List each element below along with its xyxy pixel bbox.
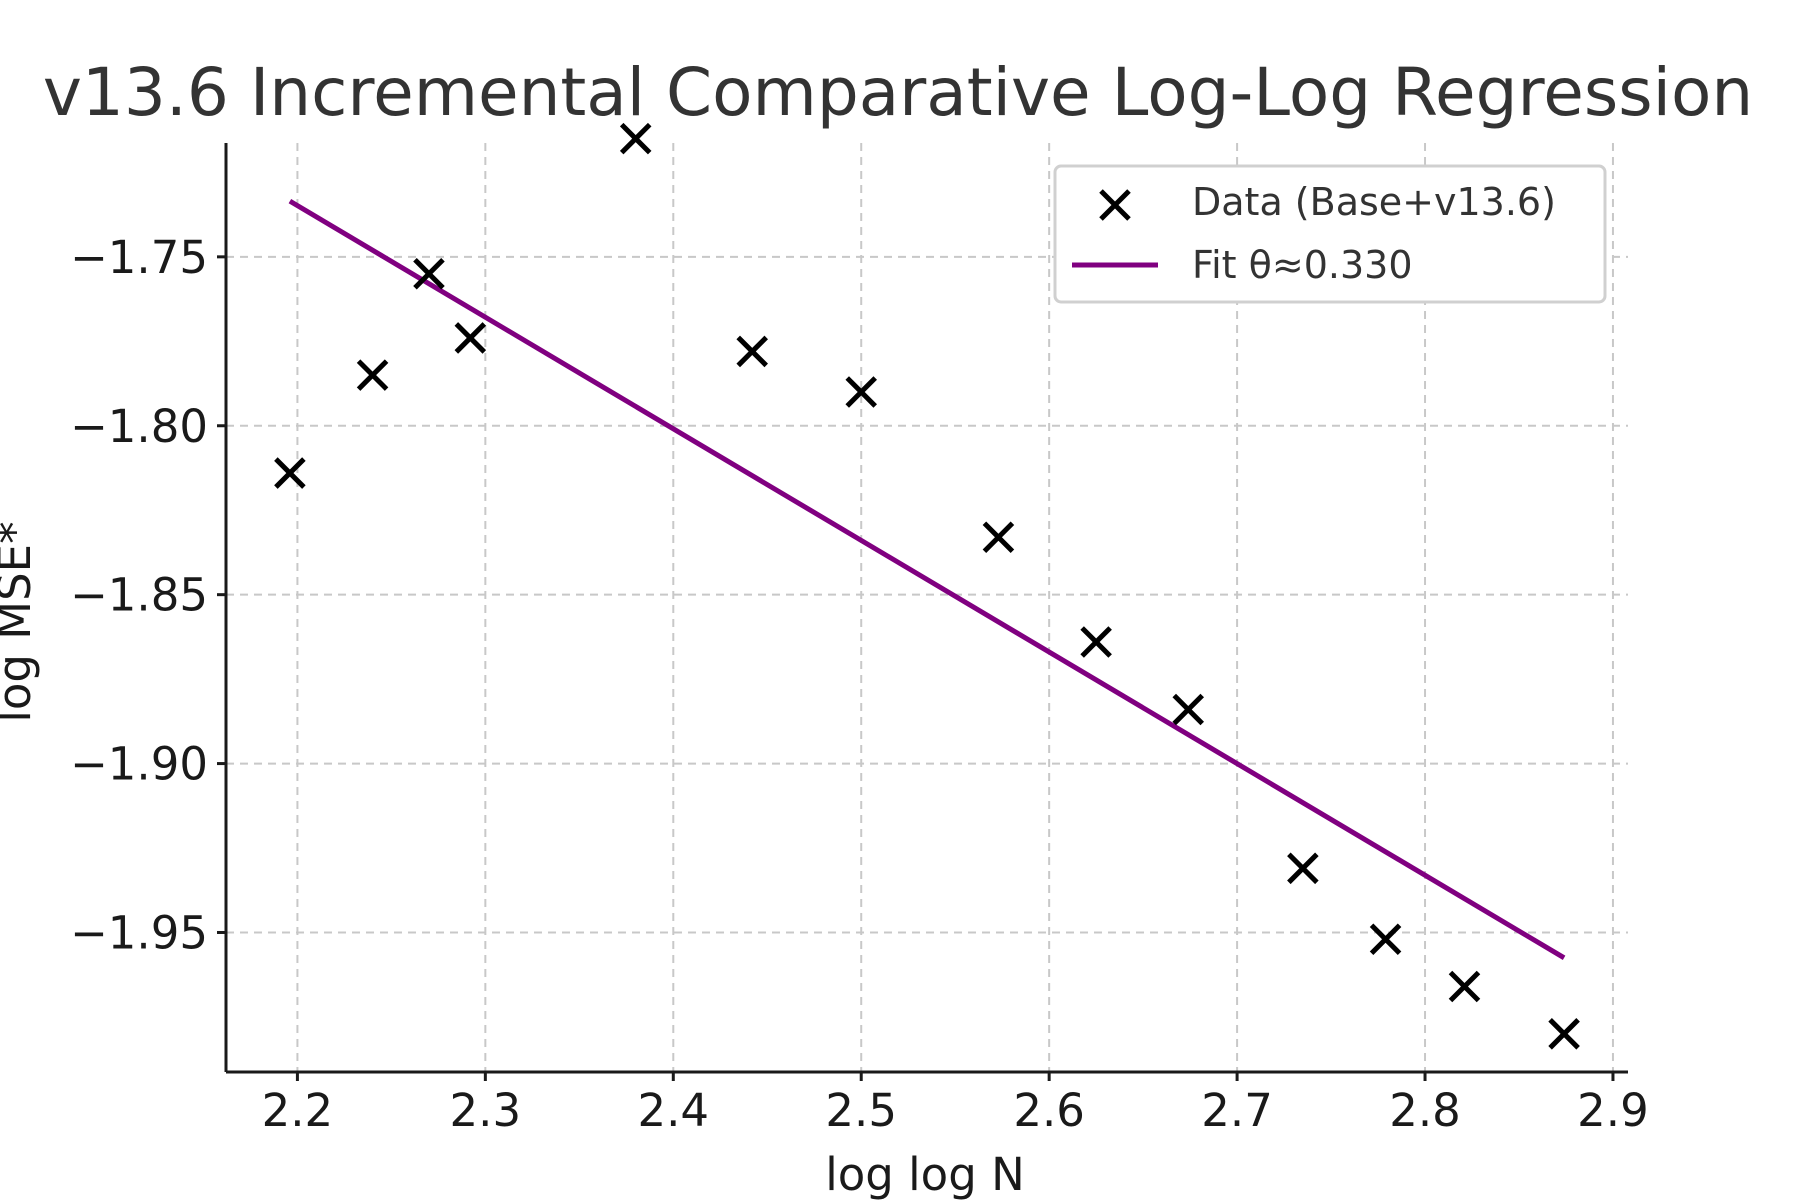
fit-line: [288, 198, 1566, 960]
data-point-7: [982, 521, 1015, 554]
x-tick-label-1: 2.3: [450, 1084, 522, 1137]
data-point-6: [845, 376, 877, 408]
legend-label-data: Data (Base+v13.6): [1192, 180, 1556, 224]
x-tick-label-6: 2.8: [1389, 1084, 1461, 1137]
data-point-1: [356, 359, 389, 391]
x-tick-label-3: 2.5: [825, 1084, 897, 1137]
data-point-13: [1548, 1018, 1580, 1050]
data-point-0: [274, 457, 306, 489]
ticks-layer: 2.2 2.3 2.4 2.5 2.6 2.7 2.8 2.9 −1.75 −1.80 −1.85 −…: [70, 231, 1649, 1137]
data-point-2: [413, 257, 445, 290]
y-tick-label-0: −1.75: [70, 231, 208, 284]
axes-layer: [224, 143, 1628, 1074]
legend-marker-data: [1099, 189, 1131, 221]
legend: Data (Base+v13.6) Fit θ≈0.330: [1053, 164, 1607, 304]
chart-title: v13.6 Incremental Comparative Log-Log Re…: [43, 54, 1753, 131]
series-layer: [274, 122, 1580, 1050]
data-point-11: [1369, 923, 1402, 956]
legend-label-fit: Fit θ≈0.330: [1192, 243, 1413, 287]
data-point-12: [1448, 970, 1481, 1003]
data-point-4: [619, 122, 652, 155]
y-tick-label-1: −1.80: [70, 400, 208, 453]
data-point-8: [1080, 626, 1112, 658]
y-tick-label-3: −1.90: [70, 738, 208, 791]
x-tick-label-4: 2.6: [1013, 1084, 1085, 1137]
x-tick-label-7: 2.9: [1577, 1084, 1649, 1137]
y-tick-label-2: −1.85: [70, 569, 208, 622]
x-tick-label-5: 2.7: [1201, 1084, 1273, 1137]
data-point-10: [1287, 852, 1319, 885]
y-axis-label: log MSE*: [0, 521, 41, 722]
legend-frame: [1053, 164, 1607, 304]
x-tick-label-2: 2.4: [637, 1084, 709, 1137]
data-point-5: [736, 335, 768, 368]
x-axis-label: log log N: [825, 1148, 1024, 1200]
data-point-3: [454, 322, 487, 354]
data-point-9: [1172, 693, 1204, 726]
x-tick-label-0: 2.2: [262, 1084, 334, 1137]
y-tick-label-4: −1.95: [70, 906, 208, 959]
